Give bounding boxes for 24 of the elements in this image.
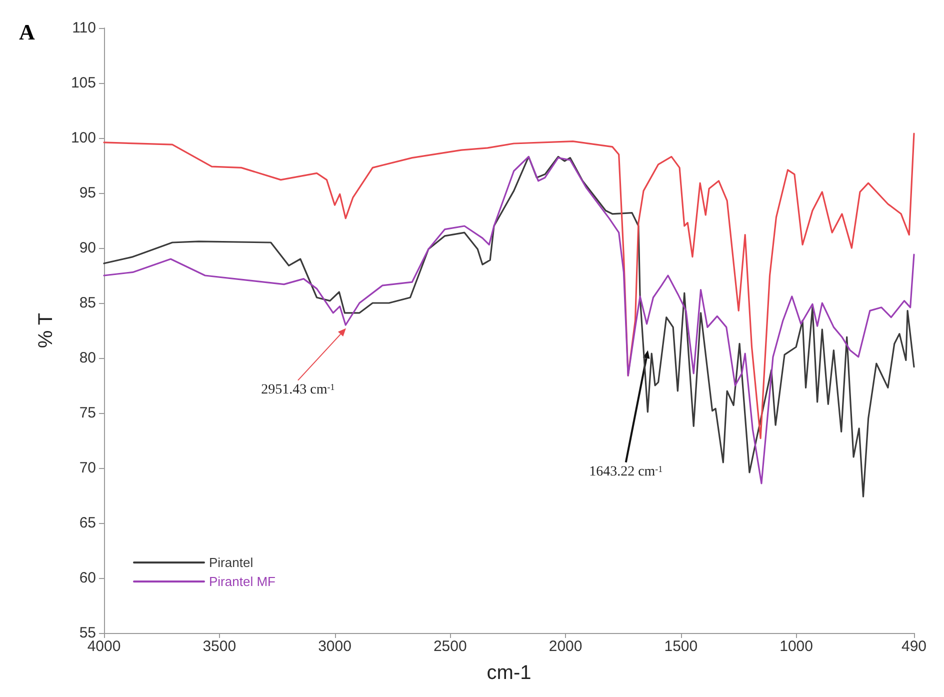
y-axis-title: % T bbox=[35, 312, 57, 348]
y-tick-label: 85 bbox=[79, 294, 96, 312]
x-tick-label: 2000 bbox=[548, 638, 582, 655]
y-tick-label: 105 bbox=[70, 74, 96, 92]
text: Pirantel bbox=[209, 555, 254, 570]
x-tick-label: 3000 bbox=[318, 638, 352, 655]
x-tick-label: 3500 bbox=[202, 638, 236, 655]
x-tick-label: 1000 bbox=[780, 638, 813, 655]
text: Pirantel MF bbox=[209, 574, 276, 589]
y-tick-label: 60 bbox=[79, 570, 96, 586]
y-tick-label: 80 bbox=[79, 350, 96, 366]
y-tick-label: 65 bbox=[79, 514, 96, 532]
y-tick-label: 90 bbox=[79, 240, 96, 256]
x-tick-label: 1500 bbox=[664, 638, 698, 655]
y-tick-label: 110 bbox=[72, 20, 96, 36]
line-series bbox=[103, 132, 915, 440]
y-tick-label: 75 bbox=[79, 404, 96, 422]
x-tick-label: 2500 bbox=[433, 638, 467, 655]
chart-title: A bbox=[19, 20, 35, 44]
x-axis-title: cm-1 bbox=[486, 662, 532, 684]
x-tick-label: 490 bbox=[901, 638, 927, 655]
y-tick-label: 95 bbox=[79, 184, 96, 202]
y-tick-label: 70 bbox=[79, 460, 96, 476]
y-tick-label: 100 bbox=[70, 130, 96, 146]
